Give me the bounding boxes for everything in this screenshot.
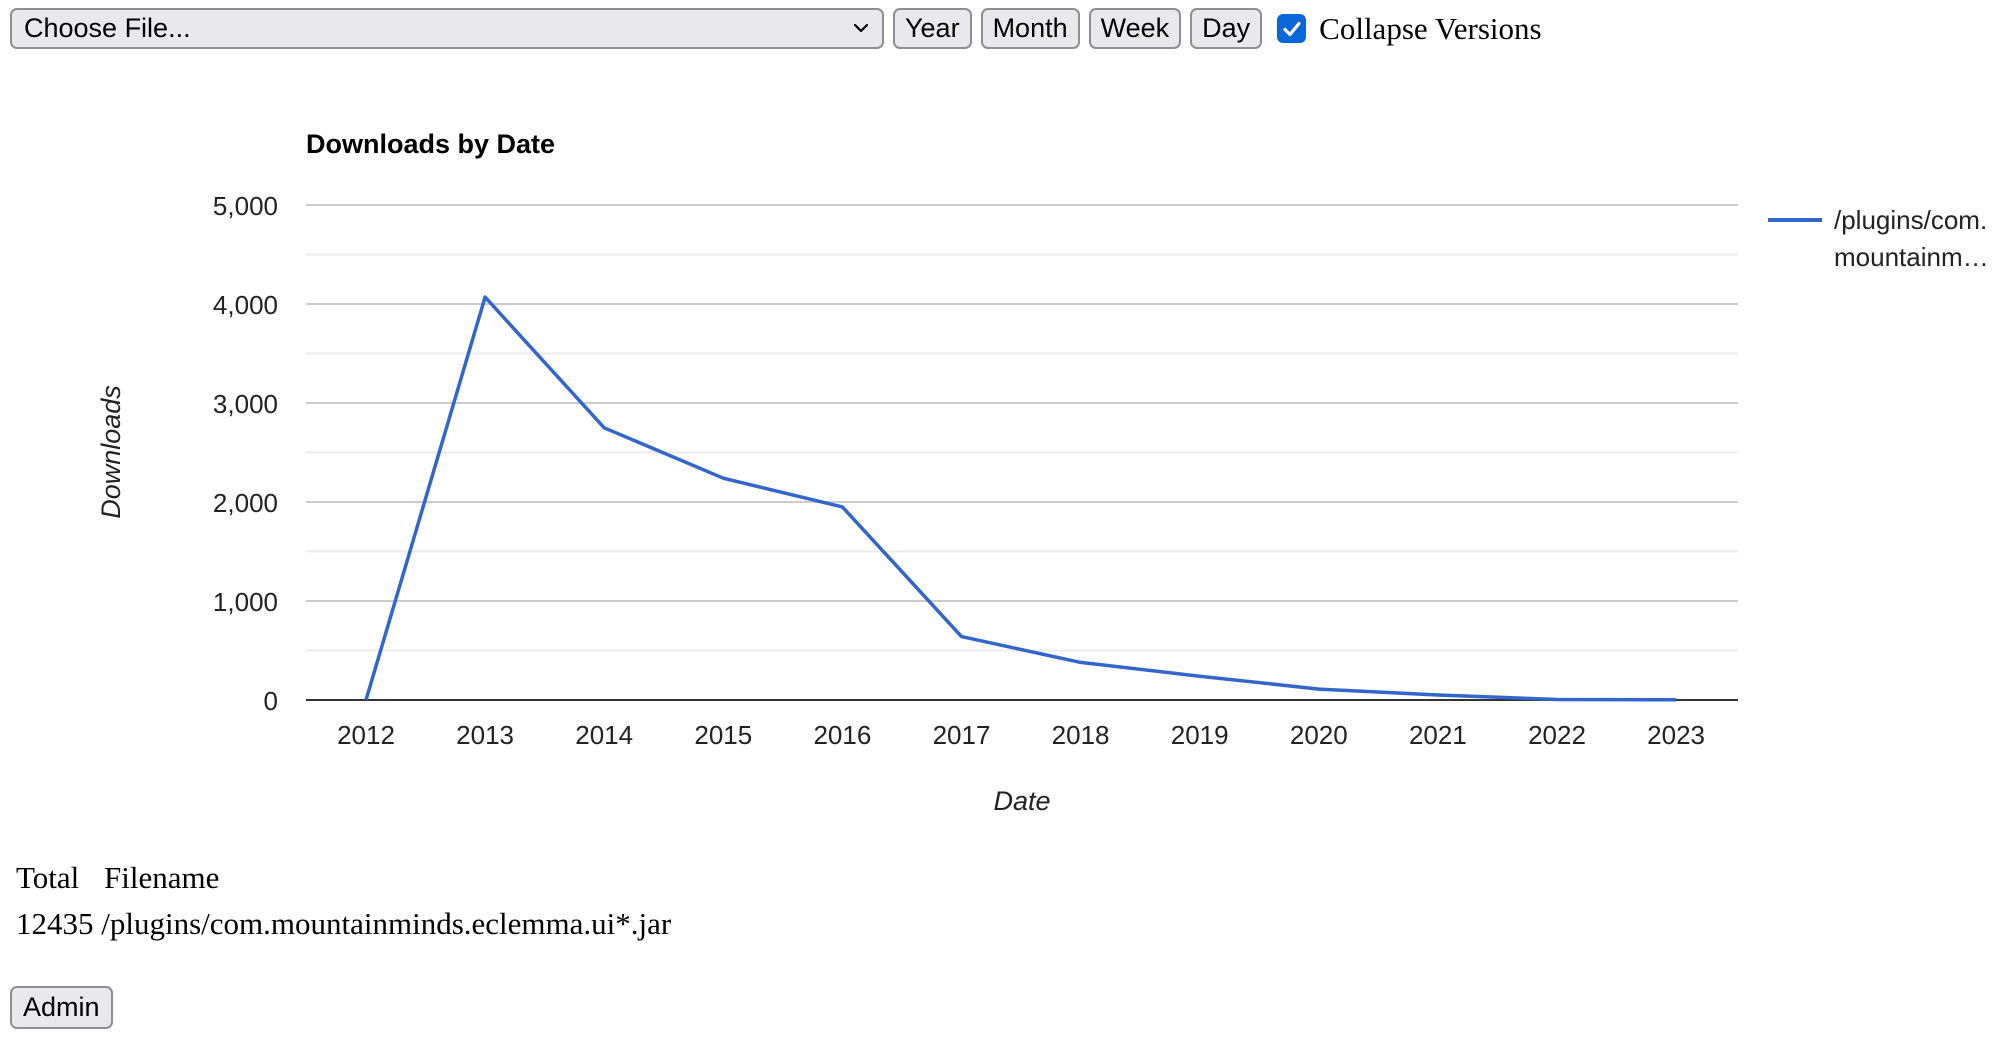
x-tick-label: 2018 bbox=[1052, 720, 1110, 750]
toolbar: Choose File... Year Month Week Day Colla… bbox=[10, 7, 1542, 50]
x-tick-label: 2020 bbox=[1290, 720, 1348, 750]
month-button[interactable]: Month bbox=[980, 8, 1080, 49]
file-select[interactable]: Choose File... bbox=[10, 8, 884, 49]
chevron-down-icon bbox=[853, 23, 869, 33]
filename-value: /plugins/com.mountainminds.eclemma.ui*.j… bbox=[101, 906, 672, 941]
table-row: 12435 /plugins/com.mountainminds.eclemma… bbox=[16, 901, 671, 947]
file-select-value: Choose File... bbox=[24, 13, 191, 43]
legend-entry: /plugins/com. bbox=[1834, 205, 1987, 235]
x-axis-label: Date bbox=[993, 786, 1050, 816]
week-button[interactable]: Week bbox=[1088, 8, 1182, 49]
y-tick-label: 5,000 bbox=[213, 191, 278, 221]
total-header: Total bbox=[16, 860, 80, 895]
y-axis-label: Downloads bbox=[96, 385, 126, 519]
y-tick-label: 2,000 bbox=[213, 488, 278, 518]
x-tick-label: 2016 bbox=[813, 720, 871, 750]
collapse-versions-checkbox[interactable] bbox=[1277, 14, 1307, 43]
x-tick-label: 2012 bbox=[337, 720, 395, 750]
x-tick-label: 2019 bbox=[1171, 720, 1229, 750]
x-tick-label: 2013 bbox=[456, 720, 514, 750]
chart-title: Downloads by Date bbox=[306, 129, 555, 159]
collapse-versions-label[interactable]: Collapse Versions bbox=[1319, 10, 1542, 46]
series-line bbox=[364, 295, 1677, 702]
day-button[interactable]: Day bbox=[1190, 8, 1263, 49]
filename-header: Filename bbox=[104, 860, 220, 895]
admin-button[interactable]: Admin bbox=[10, 986, 113, 1029]
x-tick-label: 2022 bbox=[1528, 720, 1586, 750]
year-button[interactable]: Year bbox=[893, 8, 972, 49]
y-tick-label: 0 bbox=[264, 686, 278, 716]
x-tick-label: 2014 bbox=[575, 720, 633, 750]
y-tick-label: 1,000 bbox=[213, 587, 278, 617]
summary-table: Total Filename 12435 /plugins/com.mountai… bbox=[16, 855, 671, 947]
x-tick-label: 2023 bbox=[1647, 720, 1705, 750]
x-tick-label: 2015 bbox=[694, 720, 752, 750]
legend-entry: mountainm… bbox=[1834, 242, 1989, 272]
y-tick-label: 4,000 bbox=[213, 290, 278, 320]
downloads-chart: Downloads by Date 0 1,000 2,000 3,000 4,000 5,… bbox=[96, 129, 1989, 816]
check-icon bbox=[1283, 21, 1301, 36]
x-tick-label: 2021 bbox=[1409, 720, 1467, 750]
summary-header-row: Total Filename bbox=[16, 855, 671, 901]
y-tick-label: 3,000 bbox=[213, 389, 278, 419]
total-value: 12435 bbox=[16, 906, 94, 941]
x-tick-label: 2017 bbox=[933, 720, 991, 750]
